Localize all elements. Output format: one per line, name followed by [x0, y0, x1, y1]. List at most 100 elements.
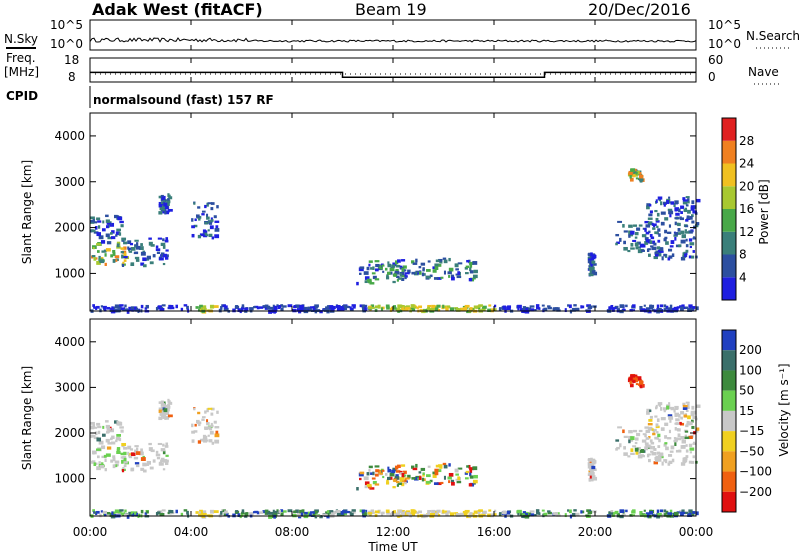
- velocity-echo-cell: [629, 383, 634, 388]
- power-colorbar-swatch: [722, 277, 736, 300]
- velocity-echo-cell: [633, 429, 638, 433]
- velocity-echo-cell: [666, 405, 670, 410]
- power-echo-cell: [592, 271, 598, 276]
- power-echo-cell: [128, 250, 133, 253]
- velocity-echo-cell: [553, 512, 559, 516]
- velocity-echo-cell: [647, 422, 653, 426]
- velocity-echo-cell: [657, 433, 661, 438]
- velocity-echo-cell: [213, 510, 219, 513]
- velocity-echo-cell: [590, 457, 593, 462]
- power-echo-cell: [630, 168, 636, 172]
- velocity-echo-cell: [466, 465, 470, 468]
- power-echo-cell: [680, 230, 685, 234]
- velocity-echo-cell: [107, 442, 113, 445]
- power-echo-cell: [180, 307, 184, 311]
- power-echo-cell: [118, 306, 122, 309]
- velocity-echo-cell: [638, 429, 643, 433]
- power-echo-cell: [367, 307, 373, 310]
- velocity-echo-cell: [637, 454, 643, 459]
- x-tick-label: 16:00: [477, 525, 512, 539]
- power-echo-cell: [105, 219, 110, 223]
- power-echo-cell: [663, 238, 667, 242]
- power-echo-cell: [635, 177, 639, 180]
- velocity-echo-cell: [644, 426, 650, 429]
- power-echo-cell: [359, 272, 362, 275]
- power-echo-cell: [663, 203, 666, 207]
- velocity-echo-cell: [688, 460, 692, 464]
- velocity-echo-cell: [656, 456, 662, 459]
- power-echo-cell: [389, 308, 393, 312]
- velocity-echo-cell: [128, 455, 133, 459]
- power-echo-cell: [469, 307, 473, 311]
- velocity-echo-cell: [200, 512, 204, 516]
- power-echo-cell: [506, 305, 511, 310]
- power-echo-cell: [581, 305, 585, 309]
- velocity-echo-cell: [692, 415, 697, 420]
- velocity-echo-cell: [237, 513, 241, 517]
- velocity-echo-cell: [402, 470, 407, 474]
- velocity-echo-cell: [622, 429, 625, 434]
- power-echo-cell: [490, 308, 495, 313]
- velocity-echo-cell: [368, 465, 373, 469]
- velocity-echo-cell: [372, 471, 375, 476]
- power-echo-cell: [123, 308, 129, 311]
- velocity-echo-cell: [114, 509, 120, 514]
- velocity-echo-cell: [369, 487, 375, 490]
- velocity-echo-cell: [685, 424, 689, 428]
- power-colorbar-label: Power [dB]: [757, 179, 771, 244]
- velocity-echo-cell: [213, 420, 217, 424]
- velocity-echo-cell: [378, 470, 382, 474]
- velocity-echo-cell: [162, 443, 165, 447]
- velocity-echo-cell: [105, 438, 110, 443]
- velocity-echo-cell: [142, 462, 147, 467]
- velocity-echo-cell: [447, 476, 452, 480]
- power-echo-cell: [668, 201, 671, 204]
- velocity-echo-cell: [685, 401, 690, 404]
- velocity-echo-cell: [678, 414, 681, 417]
- velocity-echo-cell: [127, 451, 130, 455]
- velocity-echo-cell: [664, 435, 668, 439]
- power-echo-cell: [202, 229, 206, 233]
- power-echo-cell: [295, 304, 299, 308]
- power-echo-cell: [541, 304, 545, 307]
- velocity-echo-cell: [371, 477, 376, 480]
- power-echo-cell: [387, 263, 392, 268]
- velocity-echo-cell: [630, 374, 636, 378]
- power-echo-cell: [401, 306, 405, 311]
- power-echo-cell: [695, 306, 699, 311]
- power-echo-cell: [692, 250, 695, 253]
- power-echo-cell: [677, 228, 681, 232]
- velocity-echo-cell: [632, 445, 637, 448]
- power-echo-cell: [404, 276, 407, 280]
- power-echo-cell: [135, 259, 140, 262]
- velocity-echo-cell: [645, 429, 651, 434]
- power-echo-cell: [615, 233, 620, 237]
- velocity-echo-cell: [195, 419, 200, 424]
- power-echo-cell: [661, 256, 664, 261]
- velocity-echo-cell: [439, 465, 443, 469]
- velocity-echo-cell: [657, 402, 663, 406]
- power-echo-cell: [464, 304, 470, 308]
- velocity-echo-cell: [312, 513, 317, 516]
- station-title: Adak West (fitACF): [92, 0, 263, 19]
- power-echo-cell: [427, 306, 430, 311]
- power-echo-cell: [636, 170, 640, 175]
- power-echo-cell: [410, 304, 415, 308]
- velocity-echo-cell: [93, 462, 97, 467]
- power-echo-cell: [663, 253, 667, 257]
- power-echo-cell: [426, 269, 431, 272]
- velocity-echo-cell: [214, 439, 220, 444]
- velocity-echo-cell: [482, 510, 487, 514]
- power-echo-cell: [252, 306, 256, 309]
- power-echo-cell: [627, 249, 631, 253]
- velocity-echo-cell: [127, 445, 132, 450]
- velocity-echo-cell: [692, 455, 695, 459]
- velocity-echo-cell: [653, 447, 657, 451]
- velocity-echo-cell: [421, 477, 425, 482]
- power-echo-cell: [632, 239, 637, 242]
- velocity-echo-cell: [366, 483, 372, 487]
- velocity-echo-cell: [695, 427, 700, 431]
- power-echo-layer: [90, 168, 701, 314]
- velocity-echo-cell: [657, 445, 661, 449]
- power-colorbar-tick: 16: [739, 202, 754, 216]
